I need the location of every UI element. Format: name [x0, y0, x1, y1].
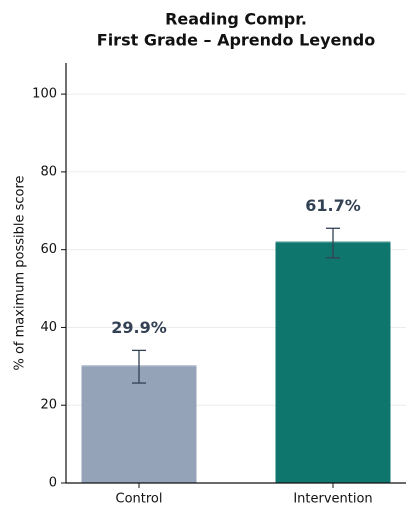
y-tick-label: 100	[32, 87, 57, 102]
y-tick-label: 40	[40, 320, 57, 335]
error-bar	[326, 227, 340, 259]
y-tick-label: 60	[40, 242, 57, 257]
value-label: 61.7%	[305, 196, 361, 215]
bar	[275, 243, 391, 483]
error-bar	[132, 349, 146, 384]
chart-title: Reading Compr.	[165, 10, 307, 29]
y-axis-label: % of maximum possible score	[13, 175, 28, 370]
y-tick-label: 80	[40, 164, 57, 179]
y-tick-label: 20	[40, 398, 57, 413]
value-label: 29.9%	[111, 318, 167, 337]
chart-subtitle: First Grade – Aprendo Leyendo	[97, 31, 375, 50]
y-tick-label: 0	[49, 476, 57, 491]
x-tick-label: Control	[116, 492, 163, 507]
bar	[81, 366, 197, 483]
x-tick-label: Intervention	[293, 492, 372, 507]
